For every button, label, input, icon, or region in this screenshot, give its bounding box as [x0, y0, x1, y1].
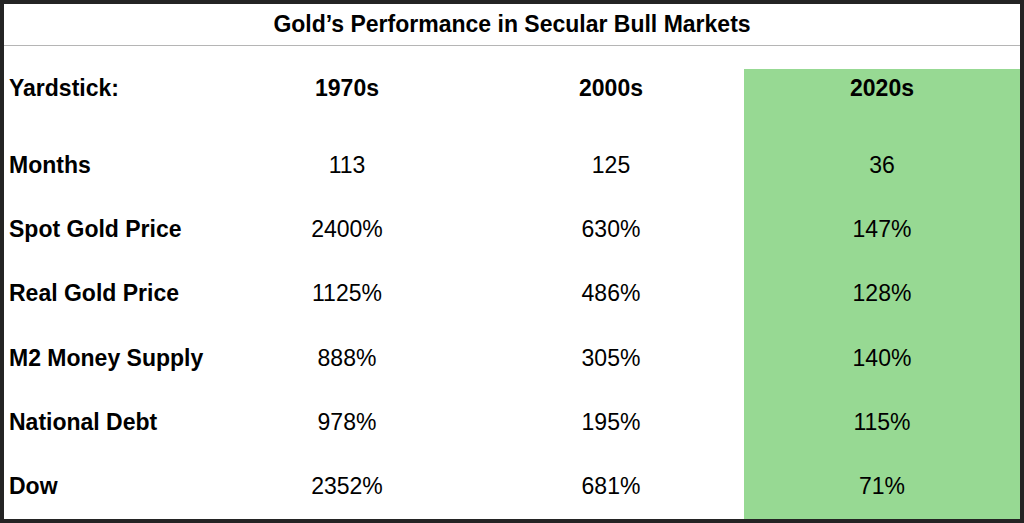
- header-yardstick: Yardstick:: [4, 69, 216, 133]
- value-dow-2020s: 71%: [744, 455, 1020, 519]
- row-label-real-gold-price: Real Gold Price: [4, 262, 216, 326]
- row-label-national-debt: National Debt: [4, 390, 216, 454]
- value-national-debt-2020s: 115%: [744, 390, 1020, 454]
- value-national-debt-1970s: 978%: [216, 390, 478, 454]
- value-dow-1970s: 2352%: [216, 455, 478, 519]
- title-spacer: [4, 46, 1020, 69]
- header-2020s-highlighted: 2020s: [744, 69, 1020, 133]
- data-grid: Yardstick: 1970s 2000s 2020s Months 113 …: [4, 69, 1020, 519]
- value-months-2020s: 36: [744, 133, 1020, 197]
- value-dow-2000s: 681%: [478, 455, 744, 519]
- value-national-debt-2000s: 195%: [478, 390, 744, 454]
- value-spot-gold-2000s: 630%: [478, 198, 744, 262]
- value-m2-2020s: 140%: [744, 326, 1020, 390]
- value-months-2000s: 125: [478, 133, 744, 197]
- row-label-months: Months: [4, 133, 216, 197]
- value-real-gold-2020s: 128%: [744, 262, 1020, 326]
- table-title: Gold’s Performance in Secular Bull Marke…: [4, 4, 1020, 46]
- header-1970s: 1970s: [216, 69, 478, 133]
- row-label-spot-gold-price: Spot Gold Price: [4, 198, 216, 262]
- value-real-gold-1970s: 1125%: [216, 262, 478, 326]
- header-2000s: 2000s: [478, 69, 744, 133]
- value-spot-gold-1970s: 2400%: [216, 198, 478, 262]
- value-real-gold-2000s: 486%: [478, 262, 744, 326]
- value-months-1970s: 113: [216, 133, 478, 197]
- value-m2-2000s: 305%: [478, 326, 744, 390]
- row-label-dow: Dow: [4, 455, 216, 519]
- row-label-m2-money-supply: M2 Money Supply: [4, 326, 216, 390]
- performance-table: Gold’s Performance in Secular Bull Marke…: [0, 0, 1024, 523]
- value-m2-1970s: 888%: [216, 326, 478, 390]
- value-spot-gold-2020s: 147%: [744, 198, 1020, 262]
